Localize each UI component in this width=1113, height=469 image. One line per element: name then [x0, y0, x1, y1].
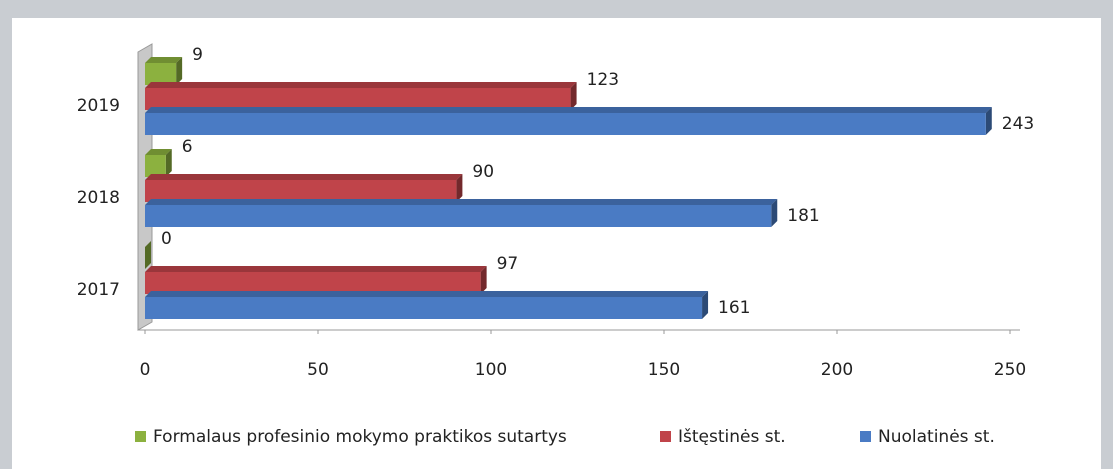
bar — [145, 180, 457, 202]
bar-top — [145, 149, 172, 155]
y-tick-label: 2017 — [77, 280, 120, 300]
bar-top — [145, 199, 778, 205]
x-tick-label: 200 — [821, 360, 853, 380]
legend-label: Ištęstinės st. — [678, 427, 786, 447]
data-label: 97 — [497, 254, 519, 274]
bar-top — [145, 266, 487, 272]
x-tick-label: 0 — [140, 360, 151, 380]
bar-side — [570, 82, 577, 110]
data-label: 161 — [718, 298, 750, 318]
legend-swatch — [860, 431, 871, 442]
bar-top — [145, 57, 183, 63]
bar-top — [145, 82, 577, 88]
data-label: 243 — [1002, 114, 1034, 134]
legend-swatch — [660, 431, 671, 442]
bar — [145, 272, 481, 294]
bar-top — [145, 107, 992, 113]
legend-swatch — [135, 431, 146, 442]
bar-side — [771, 199, 778, 227]
bar-top — [145, 291, 709, 297]
bar-side — [480, 266, 487, 294]
legend-label: Formalaus profesinio mokymo praktikos su… — [153, 427, 567, 447]
data-label: 0 — [161, 229, 172, 249]
bar-side — [985, 107, 992, 135]
legend-label: Nuolatinės st. — [878, 427, 995, 447]
data-label: 123 — [587, 70, 619, 90]
bar-side — [702, 291, 709, 319]
x-tick-label: 250 — [994, 360, 1026, 380]
bar — [145, 155, 166, 177]
x-tick-label: 100 — [475, 360, 507, 380]
x-tick-label: 150 — [648, 360, 680, 380]
bar — [145, 205, 772, 227]
bar-side — [165, 149, 172, 177]
bar — [145, 63, 177, 85]
bar — [145, 297, 703, 319]
y-tick-label: 2019 — [77, 96, 120, 116]
data-label: 181 — [787, 206, 819, 226]
x-tick-label: 50 — [307, 360, 329, 380]
data-label: 90 — [472, 162, 494, 182]
bar-side — [145, 241, 151, 269]
bar-side — [176, 57, 183, 85]
data-label: 9 — [192, 45, 203, 65]
bar-top — [145, 174, 463, 180]
bar — [145, 88, 571, 110]
bar-side — [456, 174, 463, 202]
bar — [145, 113, 986, 135]
data-label: 6 — [182, 137, 193, 157]
y-tick-label: 2018 — [77, 188, 120, 208]
